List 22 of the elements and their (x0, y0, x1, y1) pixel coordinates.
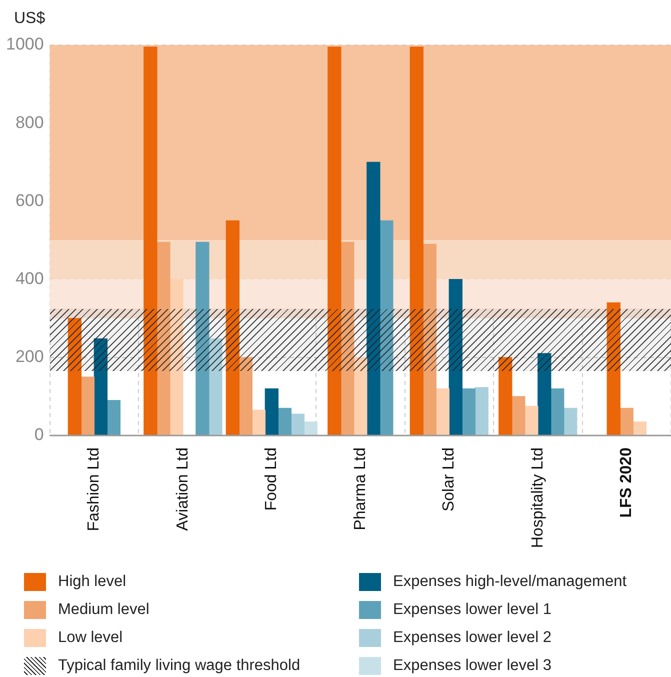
legend-label: Medium level (58, 601, 150, 619)
legend-label: Low level (58, 629, 123, 647)
x-tick-label: Food Ltd (263, 448, 280, 511)
x-tick-label: LFS 2020 (618, 447, 636, 518)
y-tick-label: 0 (34, 425, 44, 444)
y-tick-label: 200 (15, 347, 44, 366)
legend-label: Expenses lower level 1 (393, 601, 552, 619)
legend-label: High level (58, 573, 126, 591)
x-tick-label: Aviation Ltd (174, 448, 192, 531)
legend-label: Expenses lower level 3 (393, 657, 552, 675)
legend-label: Typical family living wage threshold (58, 657, 300, 675)
legend-label: Expenses lower level 2 (393, 629, 552, 647)
x-tick-label: Fashion Ltd (86, 448, 103, 532)
y-tick-label: 1000 (6, 34, 44, 54)
y-tick-label: 400 (15, 268, 44, 288)
x-tick-label: Pharma Ltd (352, 448, 369, 530)
y-tick-label: 600 (15, 190, 44, 210)
y-tick-label: 800 (15, 112, 44, 132)
x-tick-label: Solar Ltd (440, 448, 458, 512)
x-tick-label: Hospitality Ltd (529, 448, 546, 548)
y-axis-title: US$ (14, 10, 46, 28)
legend-label: Expenses high-level/management (393, 573, 626, 591)
